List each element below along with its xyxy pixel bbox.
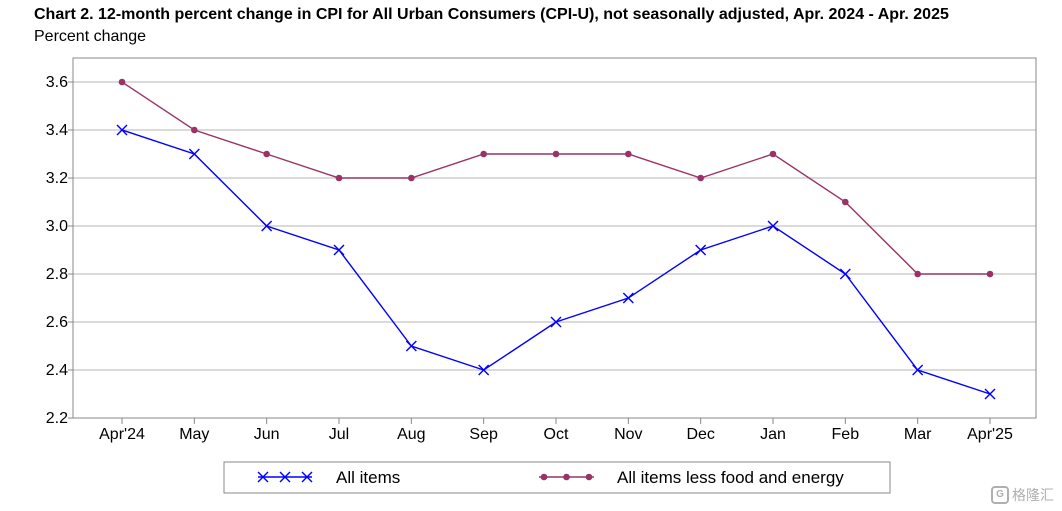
- x-tick-label: Nov: [614, 426, 642, 443]
- data-point: [335, 174, 343, 182]
- data-point: [986, 270, 994, 278]
- y-tick-label: 3.0: [46, 218, 68, 235]
- data-point: [839, 268, 851, 280]
- data-point: [263, 150, 270, 158]
- legend-marker: [585, 473, 593, 481]
- data-point: [118, 78, 126, 86]
- legend-label: All items: [336, 468, 400, 487]
- data-point: [622, 292, 634, 304]
- data-point: [333, 244, 345, 256]
- x-tick-label: Feb: [832, 426, 860, 443]
- watermark-logo: G 格隆汇: [991, 485, 1054, 505]
- legend-marker: [257, 471, 269, 483]
- y-tick-label: 2.2: [46, 410, 68, 427]
- data-point: [767, 220, 779, 232]
- legend-marker: [540, 473, 548, 481]
- chart-title: Chart 2. 12-month percent change in CPI …: [34, 6, 949, 23]
- x-tick-label: Sep: [469, 426, 498, 443]
- x-tick-label: Jun: [254, 426, 280, 443]
- data-point: [550, 316, 562, 328]
- data-point: [478, 364, 490, 376]
- data-point: [842, 198, 849, 206]
- data-point: [695, 244, 707, 256]
- grid-lines: [73, 81, 1036, 419]
- legend-marker: [301, 471, 313, 483]
- x-tick-label: May: [179, 426, 209, 443]
- data-point: [261, 220, 273, 232]
- y-tick-label: 3.6: [46, 74, 68, 91]
- legend: All items All items less food and energy: [223, 461, 891, 494]
- x-tick-label: Jul: [329, 426, 349, 443]
- data-point: [914, 270, 921, 278]
- y-tick-label: 2.8: [46, 266, 68, 283]
- data-point: [769, 150, 777, 158]
- data-point: [191, 126, 198, 134]
- x-tick-label: Mar: [904, 426, 932, 443]
- data-point: [188, 148, 200, 160]
- plot-area-frame: [72, 57, 1037, 419]
- data-point: [552, 150, 560, 158]
- x-axis-ticks: Apr'24 May Jun Jul Aug Sep Oct Nov Dec Jan Feb Mar A…: [99, 418, 1013, 443]
- series-line-all-items: [121, 129, 991, 395]
- y-tick-label: 3.4: [46, 122, 68, 139]
- data-point: [480, 150, 487, 158]
- legend-marker: [279, 471, 291, 483]
- legend-marker: [563, 473, 570, 481]
- data-point: [697, 174, 704, 182]
- data-point: [116, 124, 128, 136]
- x-tick-label: Jan: [760, 426, 786, 443]
- y-axis-label: Percent change: [34, 28, 147, 45]
- y-tick-label: 3.2: [46, 170, 68, 187]
- series-group: [116, 78, 996, 400]
- y-tick-label: 2.4: [46, 362, 68, 379]
- x-tick-label: Apr'24: [99, 426, 145, 443]
- legend-label: All items less food and energy: [617, 468, 844, 487]
- x-tick-label: Dec: [686, 426, 714, 443]
- data-point: [912, 364, 924, 376]
- data-point: [408, 174, 415, 182]
- data-point: [984, 388, 996, 400]
- x-tick-label: Apr'25: [967, 426, 1013, 443]
- watermark-icon: G: [991, 486, 1009, 504]
- data-point: [625, 150, 632, 158]
- watermark-text: 格隆汇: [1012, 487, 1054, 503]
- y-tick-label: 2.6: [46, 314, 68, 331]
- x-tick-label: Aug: [397, 426, 425, 443]
- y-axis-ticks: 2.2 2.4 2.6 2.8 3.0 3.2 3.4 3.6: [46, 74, 73, 427]
- data-point: [405, 340, 417, 352]
- x-tick-label: Oct: [544, 426, 569, 443]
